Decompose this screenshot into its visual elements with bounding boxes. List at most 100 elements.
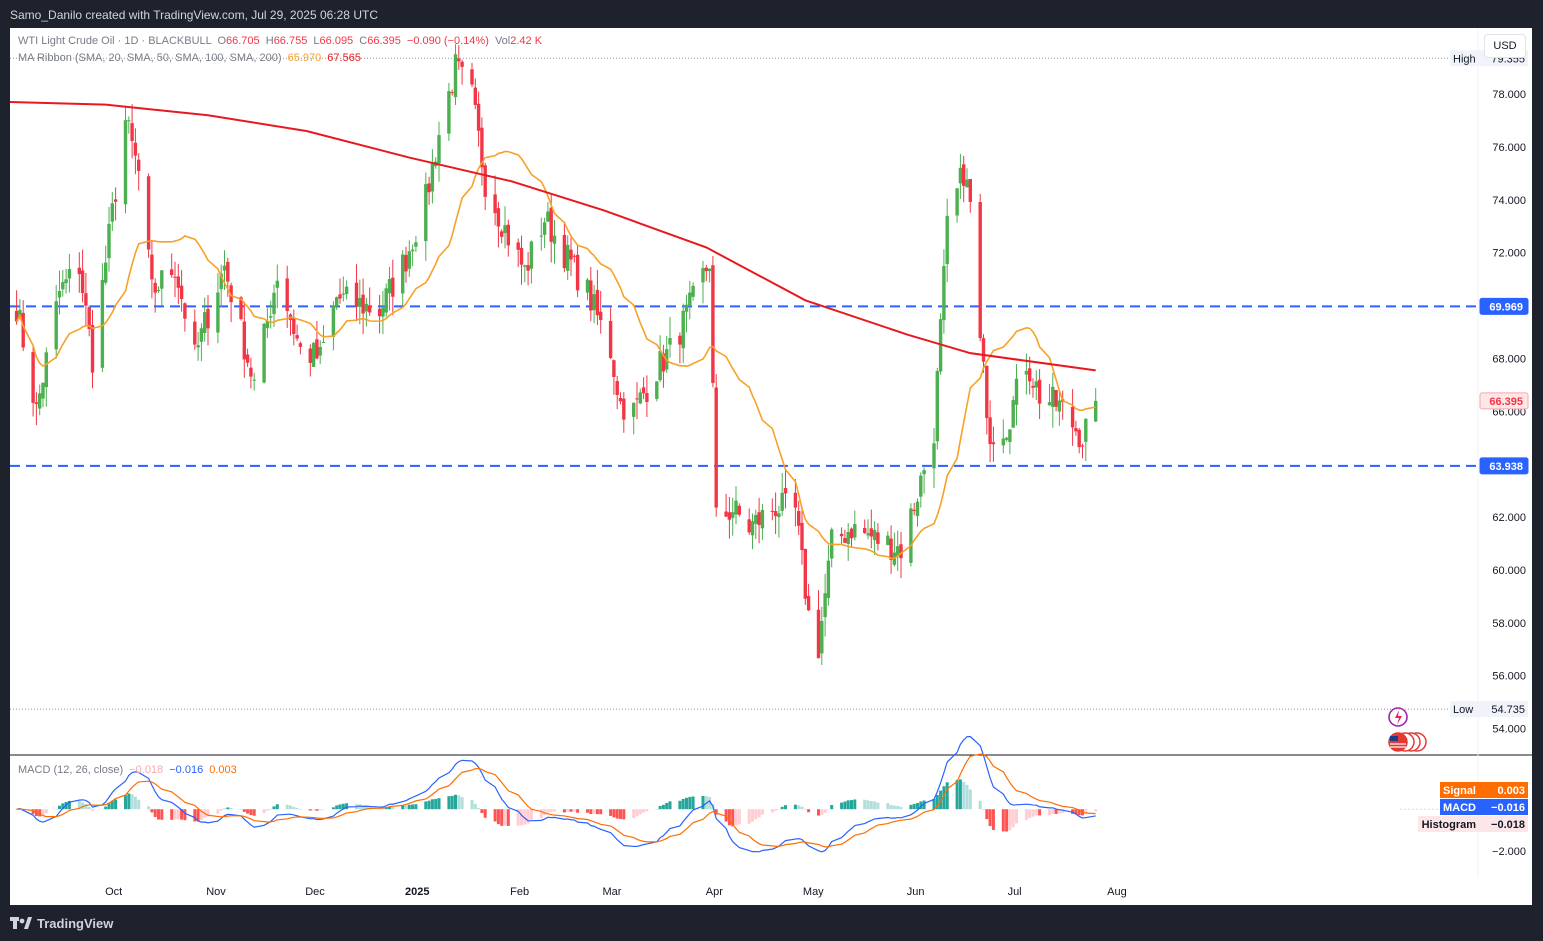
- candle-body: [262, 323, 266, 383]
- macd-histogram-bar: [638, 809, 642, 815]
- flag-events-icon[interactable]: [1388, 732, 1427, 752]
- macd-histogram-bar: [493, 809, 497, 822]
- candle-body: [632, 402, 636, 417]
- candle-body: [968, 178, 972, 202]
- price-tick-label: 78.000: [1492, 89, 1526, 101]
- candle-body: [239, 297, 243, 320]
- candle-body: [173, 276, 177, 278]
- candle-body: [922, 470, 926, 475]
- macd-histogram-bar: [1054, 809, 1058, 814]
- candle-body: [38, 393, 42, 409]
- volume-value: 2.42 K: [510, 35, 543, 47]
- macd-histogram-bar: [922, 800, 926, 810]
- candle-body: [1008, 429, 1012, 442]
- macd-histogram-bar: [1031, 809, 1035, 817]
- macd-histogram-bar: [737, 809, 741, 825]
- macd-histogram-bar: [262, 809, 266, 813]
- level-price-tag-bg: [1479, 297, 1529, 315]
- candle-body: [311, 342, 316, 367]
- candle-body: [84, 293, 88, 306]
- macd-signal-value: 0.003: [209, 764, 237, 776]
- macd-histogram-bar: [793, 804, 797, 810]
- volume-label: Vol: [494, 35, 511, 47]
- macd-histogram-bar: [780, 806, 784, 810]
- extreme-tag-value: 54.735: [1491, 704, 1525, 716]
- candle-body: [688, 292, 692, 306]
- macd-histogram-bar: [566, 809, 570, 812]
- macd-histogram-bar: [318, 809, 322, 811]
- candle-body: [275, 280, 279, 288]
- macd-legend[interactable]: MACD (12, 26, close) −0.018 −0.016 0.003: [18, 764, 237, 776]
- chart-panel[interactable]: −2.000 Signal 0.003 MACD −0.016 Histogram −0.0…: [10, 28, 1532, 905]
- symbol-legend[interactable]: WTI Light Crude Oil · 1D · BLACKBULL O66…: [18, 35, 542, 47]
- lightning-icon[interactable]: [1388, 707, 1408, 727]
- macd-histogram-bar: [183, 809, 187, 821]
- macd-histogram-bar: [978, 800, 982, 810]
- macd-histogram-bar: [655, 809, 659, 810]
- macd-histogram-bar: [298, 809, 302, 810]
- macd-histogram-bar: [150, 809, 154, 813]
- macd-histogram-bar: [681, 798, 685, 810]
- macd-histogram-bar: [147, 806, 151, 810]
- candle-body: [1057, 400, 1062, 412]
- macd-histogram-bar: [843, 801, 847, 810]
- candle-body: [843, 538, 847, 543]
- macd-histogram-bar: [1005, 809, 1009, 832]
- macd-histogram-bar: [173, 809, 177, 820]
- macd-histogram-bar: [546, 809, 550, 813]
- macd-histogram-bar: [58, 805, 61, 810]
- macd-histogram-bar: [84, 804, 88, 810]
- macd-histogram-bar: [526, 809, 530, 824]
- candle-body: [806, 595, 811, 611]
- candle-body: [896, 546, 900, 557]
- tradingview-footer[interactable]: TradingView: [10, 913, 113, 933]
- ma-ribbon-legend[interactable]: MA Ribbon (SMA, 20, SMA, 50, SMA, 100, S…: [18, 52, 361, 64]
- macd-histogram-bar: [427, 800, 431, 810]
- macd-histogram-bar: [658, 805, 662, 810]
- candle-body: [909, 508, 913, 563]
- alert-icons[interactable]: [1388, 707, 1427, 752]
- candle-body: [133, 142, 138, 156]
- macd-histogram-bar: [899, 806, 903, 810]
- high-label: H: [265, 35, 274, 47]
- candle-body: [1074, 428, 1078, 432]
- macd-histogram-bar: [991, 809, 995, 830]
- macd-pane: −2.000 Signal 0.003 MACD −0.016 Histogram −0.0…: [15, 735, 1528, 858]
- price-chart[interactable]: −2.000 Signal 0.003 MACD −0.016 Histogram −0.0…: [10, 28, 1532, 905]
- macd-histogram-bar: [414, 804, 418, 810]
- currency-button[interactable]: USD: [1484, 34, 1526, 58]
- candle-body: [711, 265, 715, 383]
- macd-histogram-bar: [873, 801, 877, 810]
- macd-histogram-bar: [916, 803, 919, 810]
- macd-tag-label: Signal: [1443, 785, 1476, 797]
- candle-body: [87, 307, 91, 330]
- candle-body: [638, 392, 642, 404]
- candle-body: [985, 365, 989, 419]
- macd-histogram-bar: [734, 809, 738, 826]
- candle-body: [820, 620, 824, 654]
- candle-body: [978, 202, 982, 339]
- macd-histogram-bar: [473, 803, 477, 810]
- macd-histogram-bar: [586, 809, 589, 813]
- candle-body: [193, 321, 197, 345]
- macd-histogram-bar: [91, 809, 94, 811]
- macd-histogram-bar: [104, 806, 108, 810]
- candle-body: [387, 279, 392, 294]
- macd-histogram-bar: [520, 809, 523, 826]
- candle-body: [321, 342, 326, 344]
- macd-histogram-bar: [1038, 809, 1042, 816]
- macd-histogram-bar: [747, 809, 751, 824]
- candle-body: [701, 268, 705, 283]
- candle-body: [1047, 402, 1052, 406]
- candle-body: [1011, 400, 1015, 428]
- candle-body: [681, 310, 685, 349]
- macd-histogram-bar: [939, 790, 943, 810]
- candle-body: [529, 241, 534, 269]
- macd-tag-label: MACD: [1443, 802, 1476, 814]
- macd-histogram-bar: [826, 809, 830, 810]
- macd-histogram-bar: [757, 809, 761, 818]
- candle-body: [265, 320, 270, 329]
- ma200-value: 67.565: [327, 52, 361, 64]
- time-tick-label: Apr: [706, 886, 723, 898]
- candle-body: [272, 292, 276, 315]
